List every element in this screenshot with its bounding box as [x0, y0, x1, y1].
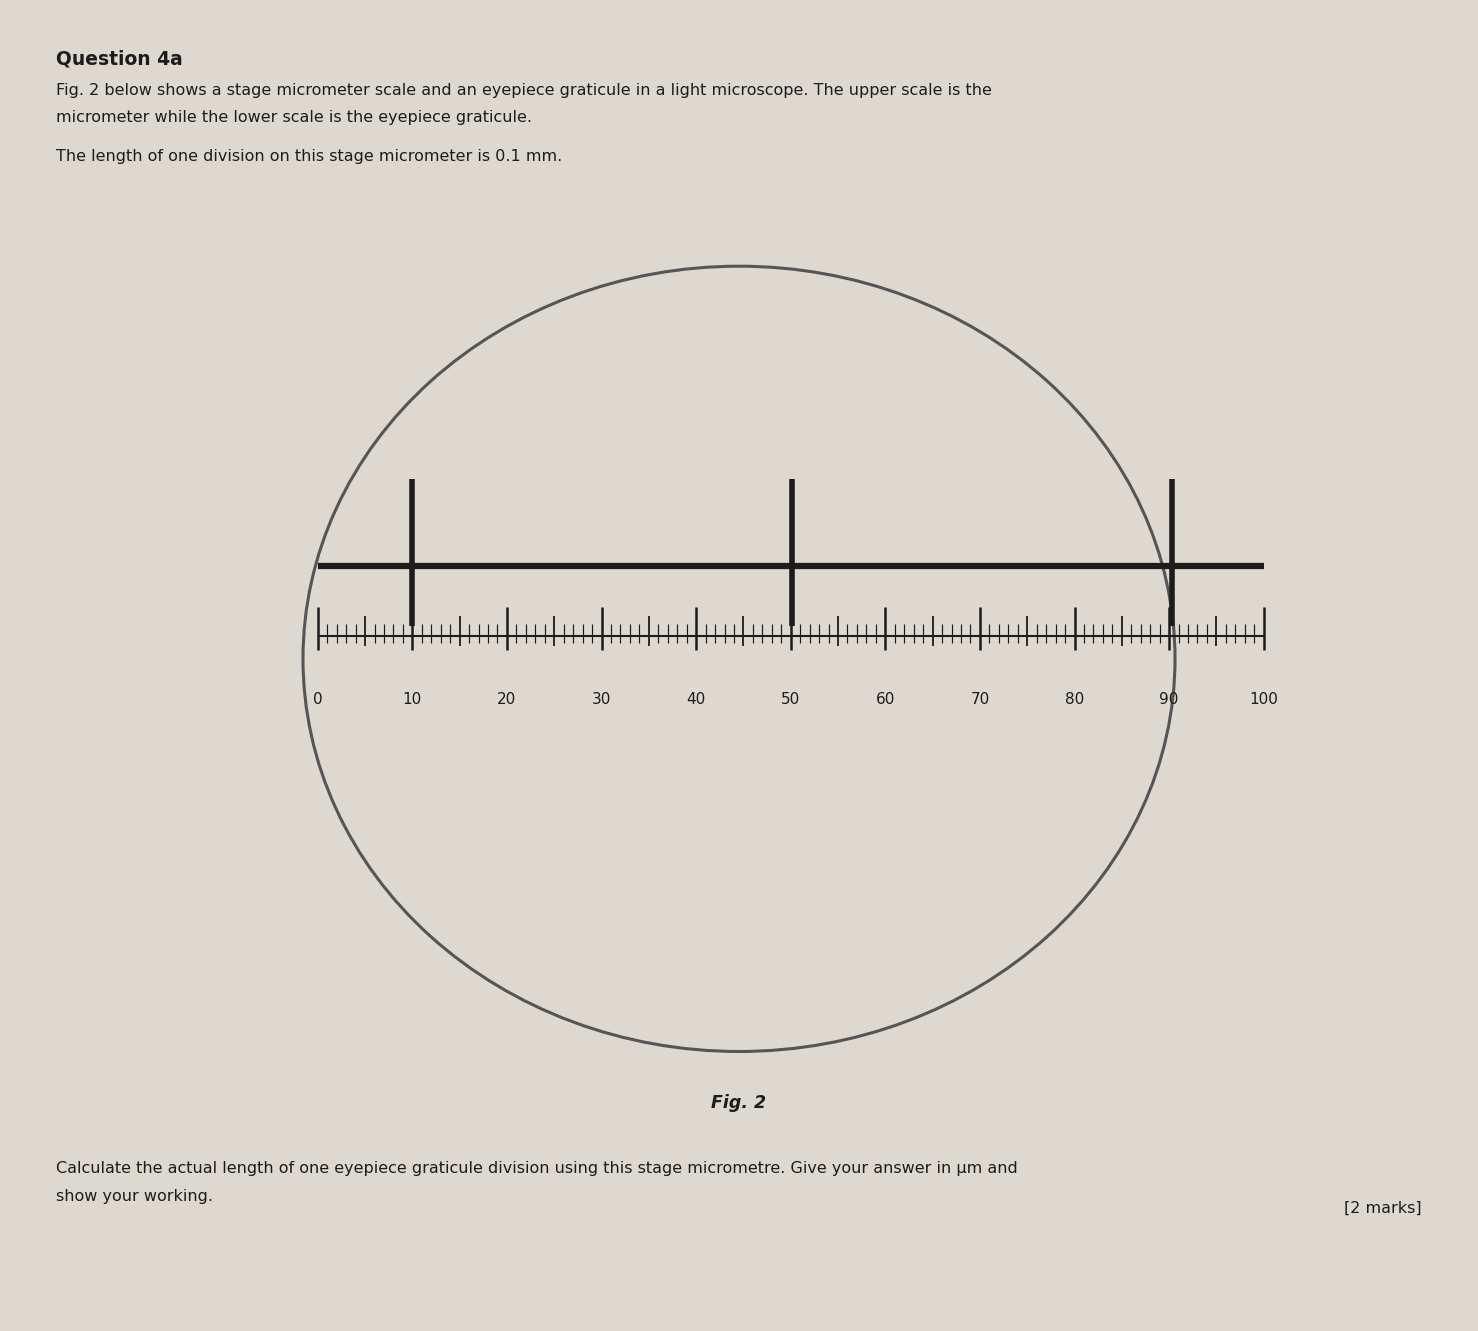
Text: Fig. 2 below shows a stage micrometer scale and an eyepiece graticule in a light: Fig. 2 below shows a stage micrometer sc… [56, 83, 992, 97]
Text: 60: 60 [875, 692, 896, 707]
Text: 40: 40 [686, 692, 706, 707]
Text: 90: 90 [1159, 692, 1179, 707]
Text: 100: 100 [1249, 692, 1278, 707]
Text: micrometer while the lower scale is the eyepiece graticule.: micrometer while the lower scale is the … [56, 110, 532, 125]
Text: Calculate the actual length of one eyepiece graticule division using this stage : Calculate the actual length of one eyepi… [56, 1161, 1018, 1175]
Text: 0: 0 [313, 692, 322, 707]
Text: Question 4a: Question 4a [56, 49, 183, 68]
Text: 50: 50 [780, 692, 801, 707]
Text: 30: 30 [591, 692, 612, 707]
Text: [2 marks]: [2 marks] [1344, 1201, 1422, 1215]
Text: 80: 80 [1064, 692, 1085, 707]
Text: Fig. 2: Fig. 2 [711, 1094, 767, 1113]
Text: 20: 20 [497, 692, 517, 707]
Text: show your working.: show your working. [56, 1189, 213, 1203]
Text: The length of one division on this stage micrometer is 0.1 mm.: The length of one division on this stage… [56, 149, 563, 164]
Text: 70: 70 [970, 692, 990, 707]
Text: 10: 10 [402, 692, 423, 707]
